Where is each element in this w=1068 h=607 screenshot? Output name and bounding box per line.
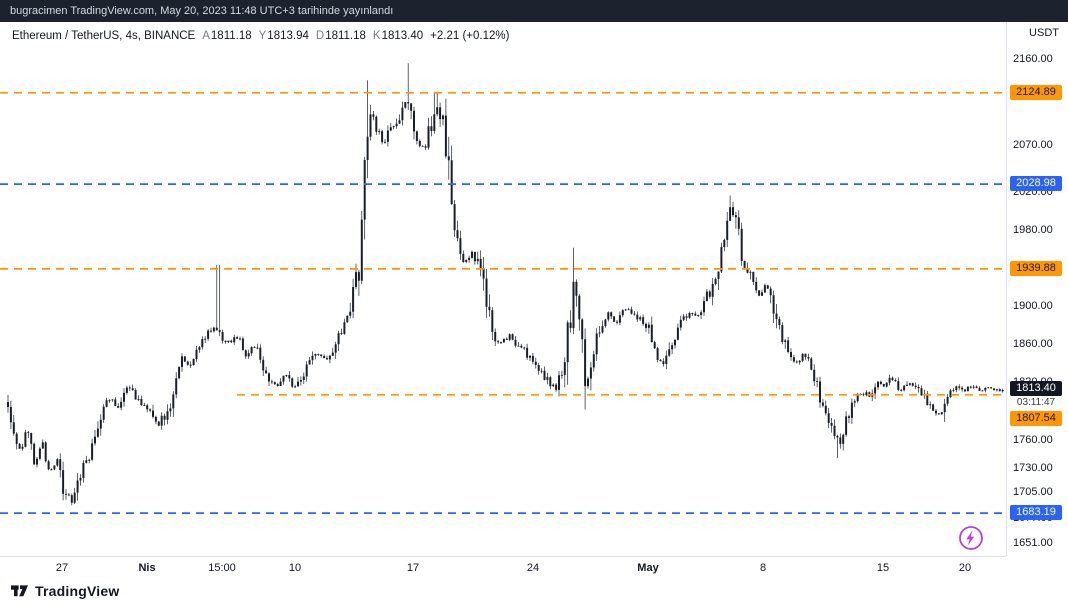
time-axis-label: May xyxy=(637,562,659,574)
time-axis-label: 20 xyxy=(958,562,972,574)
price-level-badge[interactable]: 2124.89 xyxy=(1010,84,1062,100)
time-axis-label: 17 xyxy=(406,562,420,574)
ohlc-values: A1811.18 Y1813.94 D1811.18 K1813.40 xyxy=(195,30,423,42)
price-grid-label: 1730.00 xyxy=(1013,462,1053,475)
price-level-badge[interactable]: 1807.54 xyxy=(1010,411,1062,427)
time-axis-label: Nis xyxy=(138,562,156,574)
time-axis-label: 8 xyxy=(759,562,767,574)
ohlc-label: D xyxy=(315,30,325,42)
candle-wicks xyxy=(7,63,1004,506)
candle-bodies xyxy=(7,102,1004,503)
ohlc-label: K xyxy=(372,30,381,42)
price-axis[interactable]: USDT 2160.00 2070.00 2020.00 1980.00 1900.00… xyxy=(1006,22,1068,556)
price-level-badge[interactable]: 1683.19 xyxy=(1010,505,1062,521)
current-price-badge: 1813.40 xyxy=(1010,381,1062,397)
tradingview-logo[interactable]: TradingView xyxy=(10,581,119,600)
flash-icon[interactable] xyxy=(957,524,985,552)
price-grid-label: 1980.00 xyxy=(1013,224,1053,237)
tradingview-logo-text: TradingView xyxy=(35,582,120,599)
currency-label: USDT xyxy=(1029,27,1059,39)
ohlc-value: 1813.40 xyxy=(381,30,424,42)
bar-countdown: 03:11:47 xyxy=(1016,397,1056,409)
ohlc-value: 1811.18 xyxy=(210,30,252,42)
price-grid-label: 1705.00 xyxy=(1013,485,1053,498)
price-grid-label: 2160.00 xyxy=(1013,52,1053,65)
price-grid-label: 1860.00 xyxy=(1013,338,1053,351)
time-axis[interactable]: 27 Nis 15:00 10 17 24 May 8 15 20 xyxy=(0,556,1006,581)
time-axis-label: 10 xyxy=(288,562,302,574)
symbol-title[interactable]: Ethereum / TetherUS, 4s, BINANCE xyxy=(12,30,196,42)
publish-info-text: bugracimen TradingView.com, May 20, 2023… xyxy=(10,5,394,17)
time-axis-label: 27 xyxy=(55,562,69,574)
price-grid-label: 1760.00 xyxy=(1013,433,1053,446)
ohlc-label: Y xyxy=(258,30,267,42)
lightning-bolt-icon xyxy=(959,526,983,550)
price-level-badge[interactable]: 1939.88 xyxy=(1010,260,1062,276)
symbol-legend: Ethereum / TetherUS, 4s, BINANCE A1811.1… xyxy=(12,30,509,42)
time-axis-label: 15:00 xyxy=(208,562,236,574)
tradingview-logo-icon xyxy=(11,585,28,597)
publish-info-bar: bugracimen TradingView.com, May 20, 2023… xyxy=(0,0,1068,22)
ohlc-label: A xyxy=(202,30,210,42)
price-grid-label: 1900.00 xyxy=(1013,300,1053,313)
price-grid-label: 2070.00 xyxy=(1013,138,1053,151)
time-axis-label: 24 xyxy=(526,562,540,574)
ohlc-value: 1811.18 xyxy=(325,30,366,42)
price-change: +2.21 (+0.12%) xyxy=(430,30,510,42)
price-level-badge[interactable]: 2028.98 xyxy=(1010,176,1062,192)
time-axis-label: 15 xyxy=(876,562,890,574)
ohlc-value: 1813.94 xyxy=(267,30,309,42)
price-grid-label: 1651.00 xyxy=(1013,537,1053,550)
